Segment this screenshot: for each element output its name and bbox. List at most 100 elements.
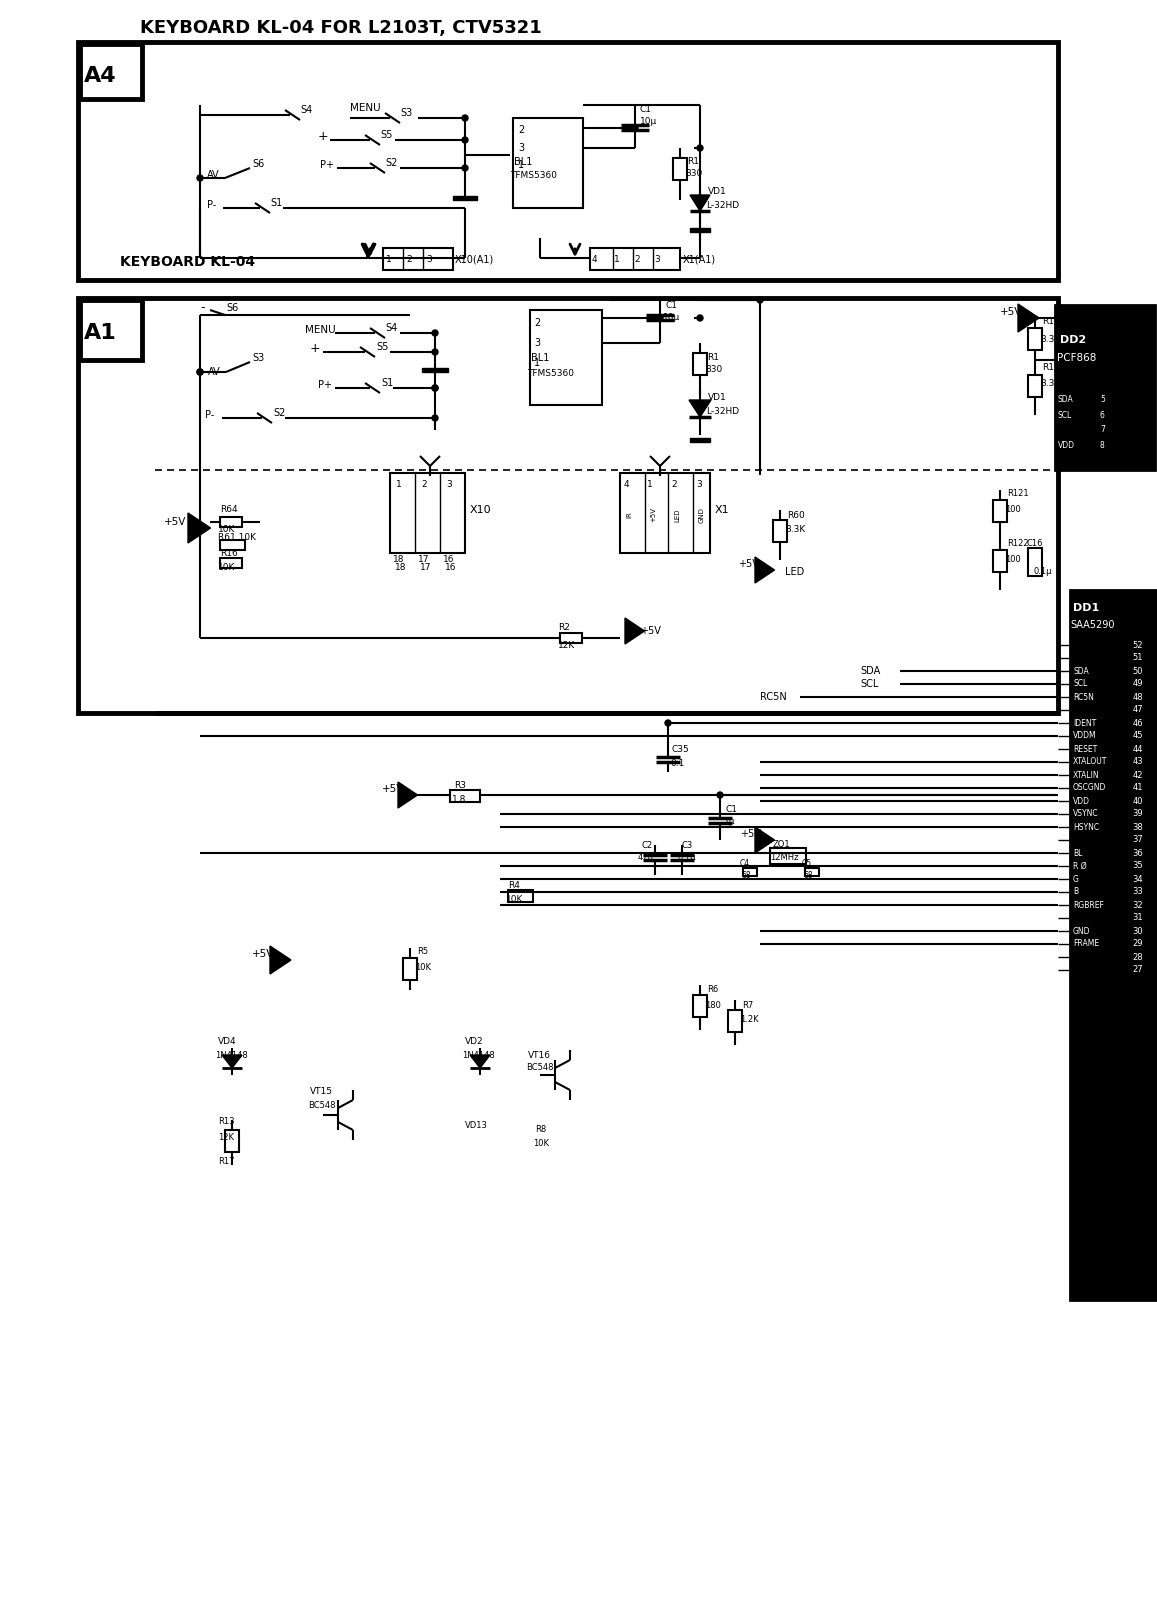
Text: 48: 48 xyxy=(1133,693,1143,701)
Text: 3: 3 xyxy=(654,256,659,264)
Text: BL: BL xyxy=(1073,848,1083,858)
Text: MENU: MENU xyxy=(305,325,336,334)
Bar xyxy=(220,517,242,526)
Circle shape xyxy=(632,125,638,131)
Text: DD2: DD2 xyxy=(1060,334,1086,346)
Bar xyxy=(993,499,1007,522)
Text: VDD: VDD xyxy=(1073,797,1090,805)
Text: 43: 43 xyxy=(1133,757,1143,766)
Text: ZQ1: ZQ1 xyxy=(773,840,790,848)
Circle shape xyxy=(432,330,439,336)
Text: 16: 16 xyxy=(443,555,455,565)
Text: C1: C1 xyxy=(640,106,653,115)
Text: R60: R60 xyxy=(787,510,805,520)
Text: 10μ: 10μ xyxy=(640,117,657,126)
Circle shape xyxy=(432,414,439,421)
Text: 10K: 10K xyxy=(506,896,523,904)
Text: KEYBOARD KL-04 FOR L2103T, CTV5321: KEYBOARD KL-04 FOR L2103T, CTV5321 xyxy=(140,19,541,37)
Text: R8: R8 xyxy=(535,1125,546,1134)
Text: S4: S4 xyxy=(300,106,312,115)
Text: C4: C4 xyxy=(740,859,750,867)
Text: X10: X10 xyxy=(470,506,492,515)
Text: R122: R122 xyxy=(1007,539,1029,547)
Bar xyxy=(1029,547,1042,576)
Text: GND: GND xyxy=(1073,926,1091,936)
Text: 12K: 12K xyxy=(558,640,575,650)
Text: R4: R4 xyxy=(508,880,519,890)
Text: 1: 1 xyxy=(614,256,620,264)
Text: S6: S6 xyxy=(252,158,264,170)
Text: +: + xyxy=(310,341,320,355)
Text: +: + xyxy=(318,131,329,144)
Text: 32: 32 xyxy=(1133,901,1143,909)
Text: 4: 4 xyxy=(624,480,628,490)
Text: 16: 16 xyxy=(445,563,457,573)
Polygon shape xyxy=(1018,304,1039,333)
Bar xyxy=(1029,374,1042,397)
Text: 10K: 10K xyxy=(218,563,235,571)
Text: L-32HD: L-32HD xyxy=(706,200,739,210)
Text: R11: R11 xyxy=(1042,363,1060,371)
Text: 3.3K: 3.3K xyxy=(784,525,805,534)
Text: R1: R1 xyxy=(707,354,718,363)
Text: 330: 330 xyxy=(685,170,702,179)
Polygon shape xyxy=(756,827,774,853)
Bar xyxy=(224,1130,239,1152)
Text: B: B xyxy=(1073,888,1078,896)
Circle shape xyxy=(697,315,703,322)
Polygon shape xyxy=(470,1054,491,1069)
Text: BC548: BC548 xyxy=(308,1101,336,1109)
Text: 2: 2 xyxy=(671,480,677,490)
Text: BL1: BL1 xyxy=(531,354,550,363)
Text: R3: R3 xyxy=(454,781,466,789)
Text: C1: C1 xyxy=(665,301,677,309)
Text: R64: R64 xyxy=(220,506,237,515)
Text: RGBREF: RGBREF xyxy=(1073,901,1104,909)
Polygon shape xyxy=(690,400,712,418)
Text: R13: R13 xyxy=(218,1117,235,1126)
Text: HSYNC: HSYNC xyxy=(1073,822,1099,832)
Text: P+: P+ xyxy=(318,379,332,390)
Circle shape xyxy=(462,138,467,142)
Text: RC5N: RC5N xyxy=(760,691,787,702)
Text: VD1: VD1 xyxy=(708,394,727,403)
Text: 0.1μ: 0.1μ xyxy=(678,853,697,862)
Circle shape xyxy=(197,370,202,374)
Text: VD4: VD4 xyxy=(218,1037,237,1046)
Bar xyxy=(80,43,142,99)
Bar xyxy=(993,550,1007,573)
Circle shape xyxy=(657,315,663,322)
Text: R6: R6 xyxy=(707,986,718,995)
Text: 10K: 10K xyxy=(218,525,235,534)
Bar xyxy=(508,890,533,902)
Text: SDA: SDA xyxy=(1057,395,1074,405)
Circle shape xyxy=(432,386,439,390)
Polygon shape xyxy=(398,782,418,808)
Text: AV: AV xyxy=(207,170,220,179)
Bar xyxy=(620,474,710,554)
Text: 34: 34 xyxy=(1133,875,1143,883)
Bar xyxy=(743,867,757,877)
Bar xyxy=(383,248,454,270)
Text: DD1: DD1 xyxy=(1073,603,1099,613)
Text: 10K: 10K xyxy=(415,963,432,973)
Circle shape xyxy=(432,349,439,355)
Text: SDA: SDA xyxy=(860,666,880,675)
Text: +5V: +5V xyxy=(738,558,759,570)
Text: 35: 35 xyxy=(1133,861,1143,870)
Text: TFMS5360: TFMS5360 xyxy=(510,171,557,179)
Text: PCF868: PCF868 xyxy=(1057,354,1097,363)
Text: BC548: BC548 xyxy=(526,1064,553,1072)
Bar xyxy=(673,158,687,179)
Text: 18: 18 xyxy=(393,555,405,565)
Text: KEYBOARD KL-04: KEYBOARD KL-04 xyxy=(120,254,256,269)
Text: 2: 2 xyxy=(634,256,640,264)
Text: 0.1μ: 0.1μ xyxy=(1033,568,1052,576)
Text: 1N4148: 1N4148 xyxy=(462,1051,495,1059)
Text: 6: 6 xyxy=(1100,411,1105,419)
Text: 17: 17 xyxy=(418,555,429,565)
Bar xyxy=(78,298,1057,714)
Text: SDA: SDA xyxy=(1073,667,1089,675)
Text: 1: 1 xyxy=(386,256,392,264)
Bar xyxy=(513,118,583,208)
